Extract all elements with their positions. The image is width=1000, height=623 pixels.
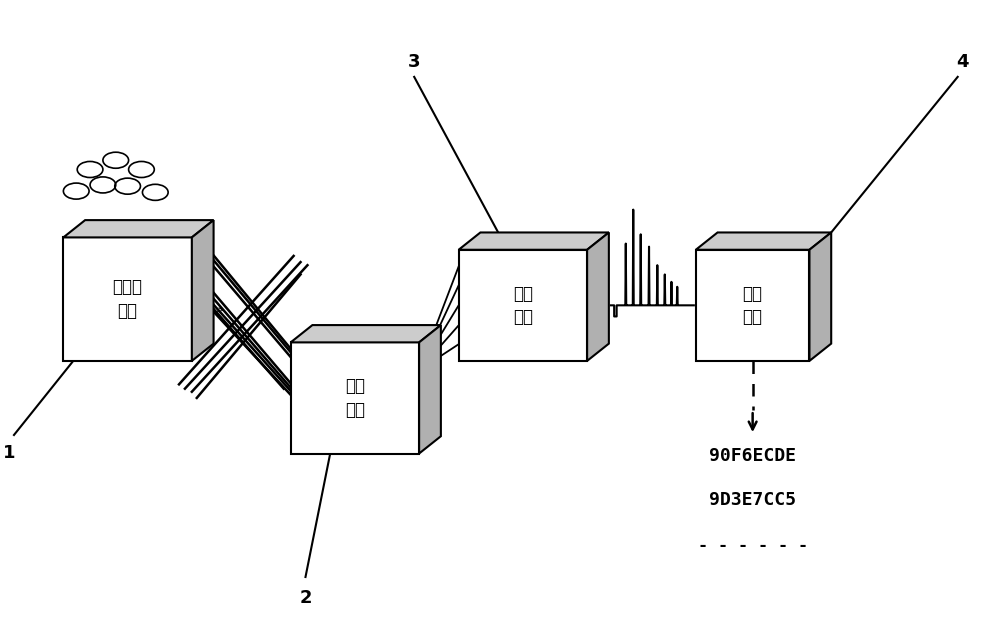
Text: z: z	[212, 303, 224, 318]
Polygon shape	[419, 325, 441, 454]
Polygon shape	[587, 232, 609, 361]
Text: 90F6ECDE: 90F6ECDE	[709, 447, 796, 465]
Text: 电光
器件: 电光 器件	[345, 377, 365, 419]
Text: 摩擦发
电机: 摩擦发 电机	[113, 278, 143, 320]
Polygon shape	[696, 232, 831, 250]
Polygon shape	[63, 220, 214, 237]
Text: 9D3E7CC5: 9D3E7CC5	[709, 490, 796, 508]
Text: 4: 4	[956, 53, 969, 70]
Polygon shape	[63, 237, 192, 361]
Polygon shape	[291, 343, 419, 454]
Text: 2: 2	[299, 589, 312, 607]
Polygon shape	[459, 232, 609, 250]
Text: 3: 3	[408, 53, 420, 70]
Text: 1: 1	[3, 444, 15, 462]
Text: 运算
模块: 运算 模块	[743, 285, 763, 326]
Polygon shape	[459, 250, 587, 361]
Polygon shape	[696, 250, 809, 361]
Polygon shape	[809, 232, 831, 361]
Polygon shape	[192, 220, 214, 361]
Text: 光电
器件: 光电 器件	[513, 285, 533, 326]
Text: - - - - - -: - - - - - -	[698, 537, 808, 555]
Polygon shape	[291, 325, 441, 343]
